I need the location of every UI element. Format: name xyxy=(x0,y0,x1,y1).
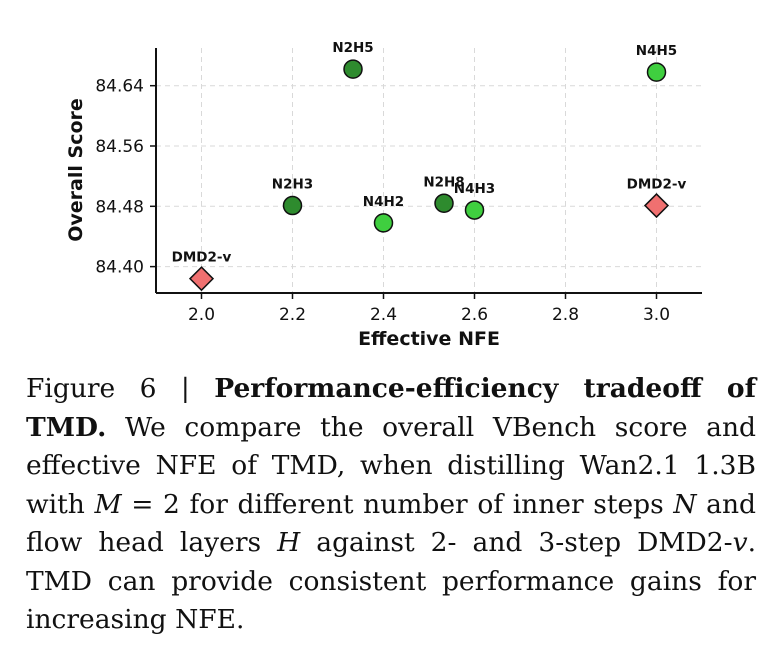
data-point-label: N2H5 xyxy=(332,40,373,56)
caption-math-h: H xyxy=(277,527,301,558)
x-ticks: 2.0 2.2 2.4 2.6 2.8 3.0 xyxy=(188,293,670,325)
data-point-circle xyxy=(434,193,454,214)
x-tick-label: 2.8 xyxy=(552,305,579,325)
axes xyxy=(155,48,702,294)
data-point-circle xyxy=(282,195,303,216)
caption-title: Performance-efficiency tradeoff of TMD. xyxy=(26,373,756,443)
figure-caption: Figure 6 | Performance-efficiency tradeo… xyxy=(26,370,756,640)
data-point-label: N4H5 xyxy=(636,43,677,59)
data-point-circle xyxy=(464,200,485,220)
caption-text-4: against 2- and 3-step DMD2- xyxy=(300,527,733,558)
data-point-circle xyxy=(646,62,667,82)
caption-math-m: M xyxy=(94,488,122,520)
data-point-label: N2H8 xyxy=(423,174,464,190)
caption-text-1: We compare the overall VBench score and … xyxy=(26,411,756,520)
x-tick-label: 2.2 xyxy=(279,305,306,325)
y-tick-label: 84.56 xyxy=(95,137,144,157)
x-tick-label: 2.6 xyxy=(461,305,488,325)
grid-lines xyxy=(156,48,702,293)
scatter-chart: 2.0 2.2 2.4 2.6 2.8 3.0 84.4084.4884.5684.64 … xyxy=(65,40,702,350)
y-ticks: 84.40 84.48 84.56 84.64 xyxy=(95,77,156,278)
x-tick-label: 3.0 xyxy=(643,305,670,325)
data-point-circle xyxy=(343,59,363,79)
data-point-label: DMD2-v xyxy=(627,177,687,193)
caption-text-2: = 2 for different number of inner steps xyxy=(121,488,674,520)
x-axis-title: Effective NFE xyxy=(358,328,500,350)
y-tick-label: 84.48 xyxy=(95,197,144,217)
caption-text-5: . TMD can provide consistent performance… xyxy=(26,527,756,635)
data-point-diamond xyxy=(188,266,215,292)
caption-figure-label: Figure 6 | xyxy=(26,373,215,404)
y-tick-label: 84.40 xyxy=(95,258,144,278)
data-point-label: DMD2-v xyxy=(172,250,232,266)
caption-math-n: N xyxy=(673,488,697,520)
caption-math-v: v xyxy=(732,527,748,558)
y-axis-title: Overall Score xyxy=(65,98,87,242)
x-tick-label: 2.0 xyxy=(188,305,215,325)
data-point-label: N4H2 xyxy=(363,194,404,210)
data-point-label: N2H3 xyxy=(272,177,313,193)
y-tick-label: 84.64 xyxy=(95,77,144,97)
data-point-diamond xyxy=(643,192,670,219)
data-point-label: N4H3 xyxy=(454,181,495,197)
x-tick-label: 2.4 xyxy=(370,305,397,325)
data-point-circle xyxy=(373,213,394,233)
caption-text-3: and flow head layers xyxy=(26,488,756,559)
